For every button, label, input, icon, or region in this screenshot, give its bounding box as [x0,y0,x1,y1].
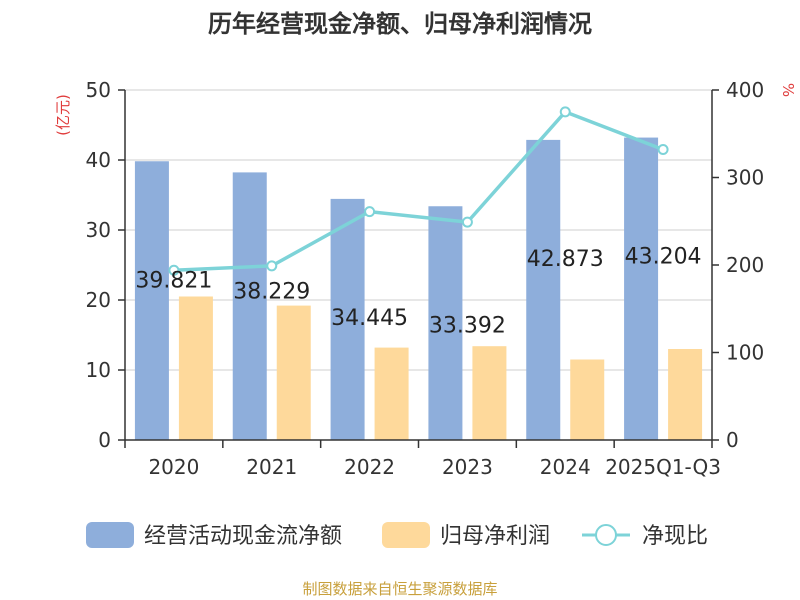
gridlines [125,89,712,371]
x-axis-tick-label: 2023 [442,455,493,479]
ratio-point [168,264,180,276]
left-axis-tick-label: 30 [86,218,111,242]
bar-netprofit [668,349,703,440]
right-axis-tick-label: 0 [726,428,739,452]
bar-cashflow [134,161,169,441]
x-axis-tick-label: 2021 [246,455,297,479]
right-axis-tick-label: 400 [726,78,764,102]
ratio-point [266,260,278,272]
source-note: 制图数据来自恒生聚源数据库 [302,580,497,598]
legend-label-ratio: 净现比 [642,524,708,549]
data-label-cashflow: 38.229 [233,279,310,304]
legend-swatch-netprofit [382,522,430,548]
ratio-point [559,106,571,118]
ratio-line-path [173,110,664,272]
left-axis-tick-label: 10 [86,358,111,382]
x-axis-tick-label: 2024 [540,455,591,479]
bar-netprofit [178,296,213,440]
left-axis-tick-label: 40 [86,148,111,172]
data-label-cashflow: 39.821 [135,268,212,293]
left-axis-tick-label: 20 [86,288,111,312]
bar-netprofit [276,305,311,440]
bar-cashflow [526,139,561,440]
chart-title: 历年经营现金净额、归母净利润情况 [208,10,592,38]
left-axis-tick-label: 0 [98,428,111,452]
data-labels: 39.821 38.229 34.445 33.392 42.873 43.204 [135,245,701,339]
bars [134,137,703,441]
data-label-cashflow: 34.445 [331,306,408,331]
data-label-cashflow: 42.873 [527,247,604,272]
axes: 0 10 20 30 40 50 0 100 200 300 400 2020 2021 2022 2023… [86,78,765,479]
bar-cashflow [624,137,659,440]
data-label-cashflow: 43.204 [625,245,702,270]
right-axis-tick-label: 200 [726,253,764,277]
legend-swatch-ratio-marker [595,524,617,546]
bar-netprofit [472,346,507,440]
ratio-line [168,106,669,276]
left-axis-tick-label: 50 [86,78,111,102]
right-axis-tick-label: 300 [726,166,764,190]
right-axis-unit: % [779,83,797,97]
legend-swatch-cashflow [86,522,134,548]
ratio-point [657,144,669,155]
legend-label-netprofit: 归母净利润 [440,524,550,549]
ratio-point [461,216,473,228]
bar-netprofit [374,347,409,440]
bar-cashflow [330,198,365,440]
x-axis-tick-label: 2025Q1-Q3 [605,455,721,479]
ratio-point [364,206,376,218]
legend-label-cashflow: 经营活动现金流净额 [144,524,342,549]
right-axis-tick-label: 100 [726,341,764,365]
legend: 经营活动现金流净额 归母净利润 净现比 [86,522,708,549]
data-label-cashflow: 33.392 [429,313,506,338]
bar-cashflow [232,172,267,440]
bar-cashflow [428,206,463,440]
left-axis-unit: (亿元) [54,94,72,136]
x-axis-tick-label: 2020 [148,455,199,479]
bar-netprofit [570,359,605,440]
x-axis-tick-label: 2022 [344,455,395,479]
